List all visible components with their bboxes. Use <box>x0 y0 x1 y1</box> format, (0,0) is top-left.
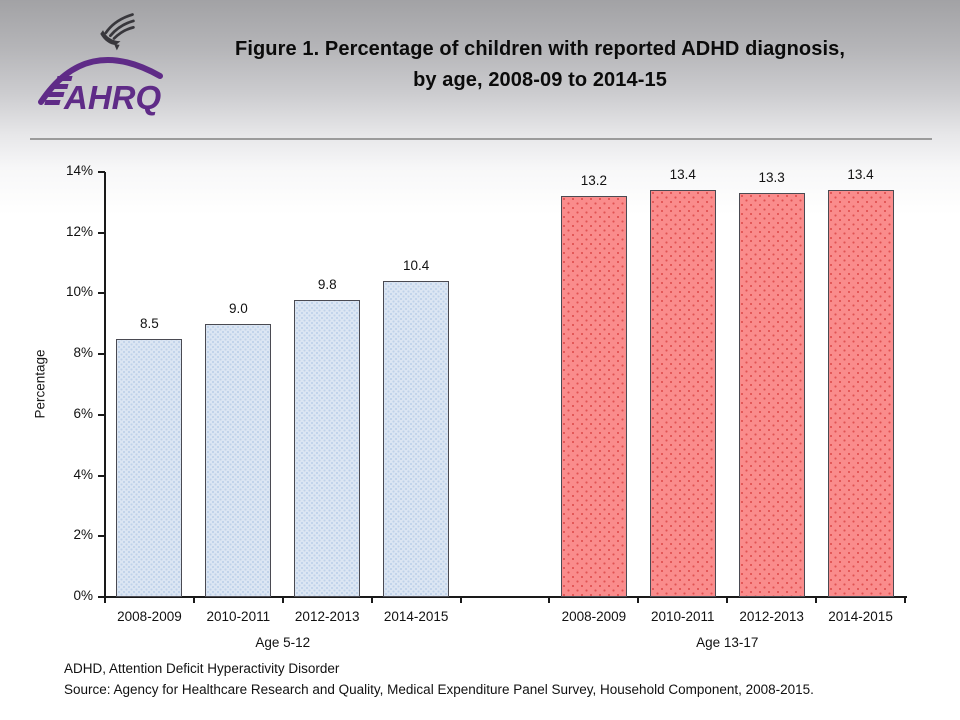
y-axis-tick-mark <box>98 535 105 538</box>
y-axis-tick-mark <box>98 171 105 173</box>
hhs-eagle-icon <box>100 13 135 51</box>
chart-bar <box>560 196 627 597</box>
x-axis-category-label: 2008-2009 <box>561 609 627 624</box>
chart-bar <box>116 338 183 597</box>
y-axis-tick-label: 0% <box>73 588 93 603</box>
y-axis-tick-mark <box>98 353 105 356</box>
chart-bar <box>827 190 894 597</box>
bar-value-label: 13.3 <box>758 170 785 186</box>
bar-value-label: 9.0 <box>228 300 248 316</box>
x-axis-tick-mark <box>904 597 906 603</box>
x-axis-category-label: 2014-2015 <box>383 609 449 624</box>
bar-value-label: 9.8 <box>317 276 337 292</box>
x-axis-group-label: Age 13-17 <box>696 635 759 650</box>
x-axis-tick-mark <box>459 597 462 603</box>
y-axis-tick-label: 14% <box>65 163 93 178</box>
chart-bar <box>383 281 450 597</box>
bar-value-label: 8.5 <box>140 315 159 331</box>
x-axis-category-label: 2008-2009 <box>117 609 182 624</box>
ahrq-logo: AHRQ <box>34 8 166 120</box>
y-axis-tick-label: 12% <box>65 223 93 239</box>
bar-value-label: 10.4 <box>402 258 430 274</box>
y-axis-tick-label: 4% <box>73 466 93 482</box>
x-axis-tick-mark <box>637 597 640 603</box>
bar-value-label: 13.4 <box>847 167 874 183</box>
footnote-abbreviation: ADHD, Attention Deficit Hyperactivity Di… <box>64 661 340 676</box>
x-axis-category-label: 2012-2013 <box>294 609 360 624</box>
x-axis-tick-mark <box>104 597 106 603</box>
y-axis-tick-mark <box>98 413 105 416</box>
y-axis-tick-label: 2% <box>73 527 93 543</box>
ahrq-arc <box>38 56 163 105</box>
x-axis-tick-mark <box>726 597 729 603</box>
chart-bar <box>205 323 272 597</box>
eagle-head <box>100 30 121 45</box>
figure-title-line1: Figure 1. Percentage of children with re… <box>235 38 845 60</box>
x-axis-tick-mark <box>548 597 551 603</box>
x-axis-group-label: Age 5-12 <box>255 635 311 650</box>
x-axis-category-label: 2010-2011 <box>650 609 715 624</box>
x-axis-tick-mark <box>192 597 195 603</box>
chart-bar <box>649 190 716 597</box>
ahrq-logo-text: AHRQ <box>63 79 161 116</box>
bar-value-label: 13.2 <box>580 173 608 189</box>
x-axis-line <box>104 596 907 598</box>
figure-title: Figure 1. Percentage of children with re… <box>110 34 960 96</box>
y-axis-tick-mark <box>98 292 105 295</box>
y-axis-tick-label: 10% <box>65 284 93 300</box>
y-axis-tick-mark <box>98 231 105 234</box>
x-axis-tick-mark <box>370 597 373 603</box>
bar-value-label: 13.4 <box>669 167 696 183</box>
footnote-source: Source: Agency for Healthcare Research a… <box>64 682 814 697</box>
x-axis-category-label: 2010-2011 <box>206 609 271 624</box>
chart-bar <box>738 193 805 597</box>
y-axis-tick-mark <box>98 596 105 598</box>
x-axis-tick-mark <box>281 597 284 603</box>
figure-title-line2: by age, 2008-09 to 2014-15 <box>413 69 667 91</box>
ahrq-wordmark: AHRQ <box>38 56 163 116</box>
x-axis-category-label: 2014-2015 <box>828 609 893 624</box>
eagle-tail <box>114 43 120 51</box>
footnotes: ADHD, Attention Deficit Hyperactivity Di… <box>64 658 924 700</box>
chart-bar <box>294 299 361 597</box>
y-axis-tick-mark <box>98 474 105 477</box>
x-axis-category-label: 2012-2013 <box>739 609 804 624</box>
header-divider <box>30 138 932 140</box>
y-axis-tick-label: 6% <box>73 405 93 421</box>
y-axis-tick-label: 8% <box>73 345 93 361</box>
x-axis-tick-mark <box>815 597 818 603</box>
ahrq-speed-lines <box>44 76 73 105</box>
y-axis-line <box>104 172 106 598</box>
